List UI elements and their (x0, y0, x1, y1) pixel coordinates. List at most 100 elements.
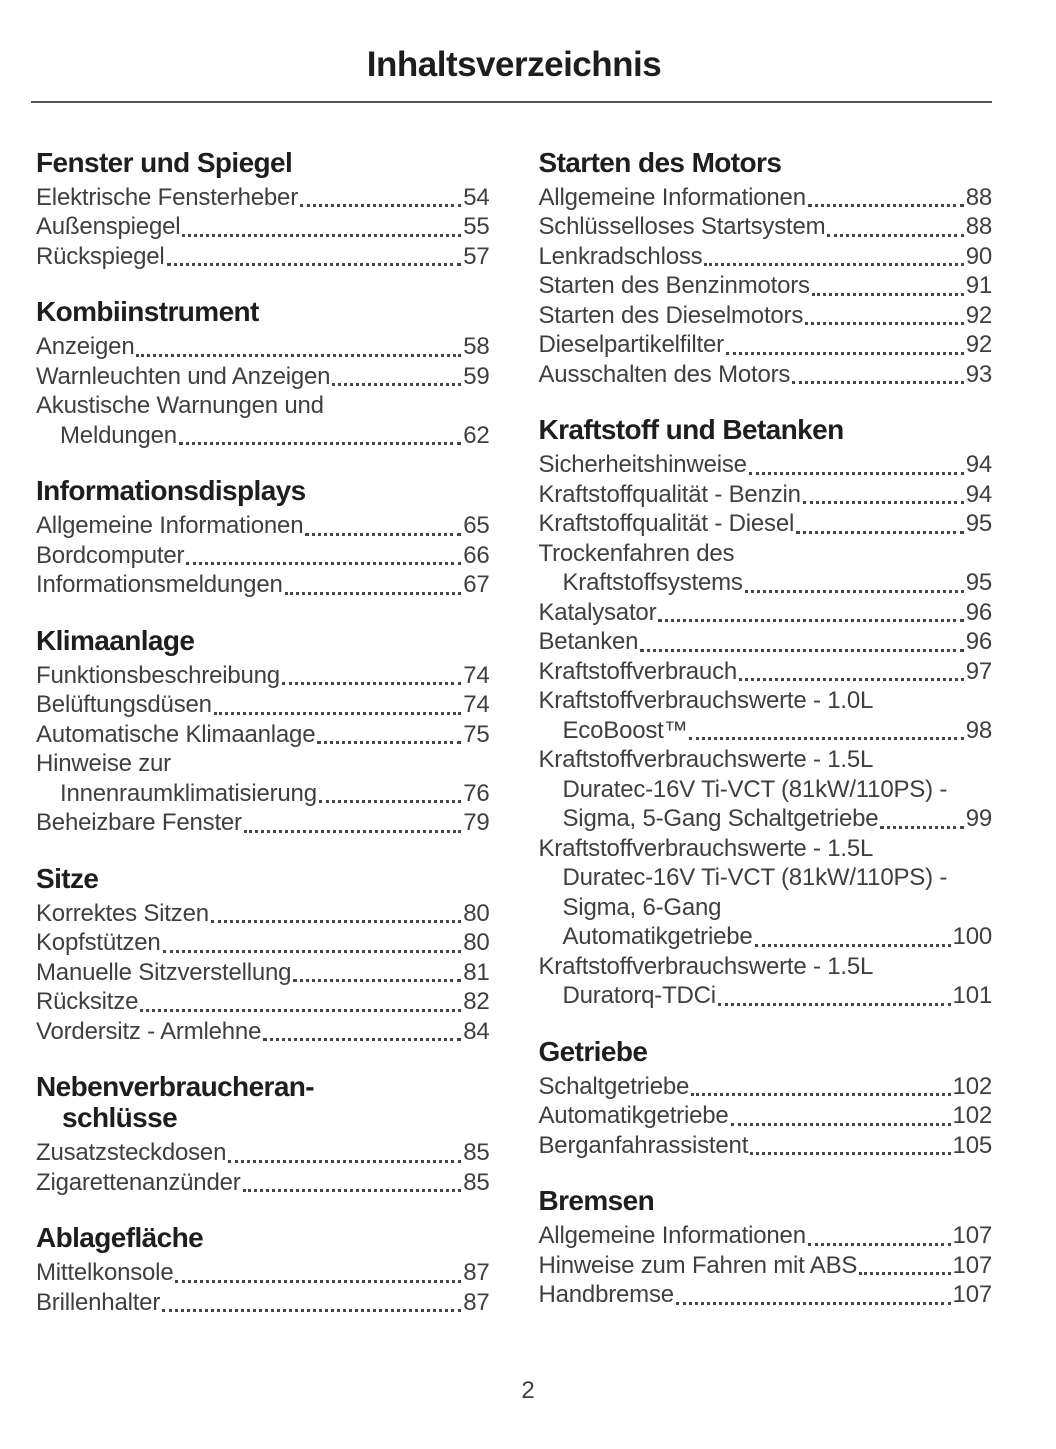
toc-entry-label: Starten des Benzinmotors (538, 272, 811, 299)
toc-entry-last-line: Berganfahrassistent 105 (539, 1131, 993, 1161)
toc-entry-line: Kraftstoffverbrauchswerte - 1.0L (538, 687, 874, 714)
toc-section-heading-line: Klimaanlage (36, 624, 195, 656)
dot-leader (318, 800, 462, 803)
dot-leader (658, 619, 964, 622)
toc-entry: Außenspiegel 55 (36, 212, 490, 242)
toc-entry-last-line: Automatikgetriebe 100 (539, 922, 993, 952)
toc-entry-last-line: Ausschalten des Motors 93 (539, 360, 993, 390)
toc-entry-page: 88 (965, 183, 992, 211)
toc-section-heading: Klimaanlage (36, 625, 490, 656)
toc-section-heading: Ablagefläche (36, 1222, 490, 1253)
toc-entry-label: Brillenhalter (36, 1288, 161, 1316)
toc-entry-last-line: Mittelkonsole 87 (36, 1258, 490, 1288)
toc-entry-last-line: Schlüsselloses Startsystem 88 (539, 212, 993, 242)
toc-entry: Starten des Dieselmotors 92 (539, 301, 993, 331)
toc-entry-page: 107 (952, 1281, 993, 1308)
toc-entry: Allgemeine Informationen 88 (539, 183, 993, 213)
toc-entry-page: 54 (463, 183, 490, 211)
dot-leader (725, 351, 964, 355)
toc-entry-last-line: Warnleuchten und Anzeigen 59 (36, 362, 490, 392)
toc-entry-last-line: Belüftungsdüsen 74 (36, 690, 490, 720)
toc-entry-page: 101 (952, 982, 993, 1009)
toc-entry-page: 59 (463, 362, 490, 390)
toc-entry-label: Hinweise zum Fahren mit ABS (538, 1251, 858, 1279)
toc-entry-line: Kraftstoffverbrauchswerte - 1.5L (538, 952, 874, 980)
toc-entry-label: Berganfahrassistent (538, 1131, 749, 1159)
dot-leader (162, 1309, 462, 1312)
toc-entry-last-line: Brillenhalter 87 (36, 1288, 490, 1318)
toc-entry-page: 94 (965, 451, 992, 478)
toc-entry-last-line: Zusatzsteckdosen 85 (36, 1138, 490, 1168)
dot-leader (284, 591, 462, 595)
toc-entry-page: 85 (463, 1168, 490, 1196)
toc-entry-label: Ausschalten des Motors (538, 360, 791, 388)
toc-entry-last-line: Automatikgetriebe 102 (539, 1101, 993, 1131)
toc-section-heading: Informationsdisplays (36, 475, 490, 506)
toc-column-left: Fenster und Spiegel Elektrische Fensterh… (36, 147, 490, 1343)
dot-leader (730, 1122, 951, 1126)
toc-entry: Katalysator 96 (539, 598, 993, 628)
toc-entry: Funktionsbeschreibung 74 (36, 661, 490, 691)
toc-column-right: Starten des Motors Allgemeine Informatio… (539, 147, 993, 1343)
toc-entry: Beheizbare Fenster 79 (36, 808, 490, 838)
toc-entry: Zigarettenanzünder 85 (36, 1168, 490, 1198)
toc-entry-page: 95 (965, 569, 992, 596)
toc-entry-label: Mittelkonsole (36, 1259, 174, 1286)
toc-section-heading: Fenster und Spiegel (36, 147, 490, 178)
toc-entry-label: Manuelle Sitzverstellung (36, 958, 292, 986)
toc-entry-last-line: Funktionsbeschreibung 74 (36, 661, 490, 691)
toc-entry-last-line: Bordcomputer 66 (36, 541, 490, 571)
toc-entry-label: Vordersitz - Armlehne (36, 1017, 262, 1045)
dot-leader (807, 204, 964, 207)
dot-leader (754, 943, 951, 947)
toc-entry-last-line: Allgemeine Informationen 107 (539, 1221, 993, 1251)
toc-entry-label: Betanken (538, 628, 639, 655)
dot-leader (704, 263, 964, 266)
dot-leader (750, 1152, 951, 1155)
toc-section: Kraftstoff und Betanken Sicherheitshinwe… (539, 414, 993, 1011)
toc-section-heading: Getriebe (539, 1036, 993, 1067)
toc-entry: Schlüsselloses Startsystem 88 (539, 212, 993, 242)
toc-section: Fenster und Spiegel Elektrische Fensterh… (36, 147, 490, 272)
toc-entry-line: Trockenfahren des (538, 539, 735, 567)
toc-entry-label: Außenspiegel (36, 213, 181, 240)
toc-entry: Mittelkonsole 87 (36, 1258, 490, 1288)
dot-leader (744, 589, 964, 593)
toc-entry-last-line: Kraftstoffqualität - Benzin 94 (539, 480, 993, 510)
toc-entry-last-line: Elektrische Fensterheber 54 (36, 183, 490, 213)
toc-entry-page: 84 (463, 1017, 490, 1045)
dot-leader (293, 979, 462, 982)
toc-entry-label: Allgemeine Informationen (538, 183, 807, 211)
toc-entry: Rückspiegel 57 (36, 242, 490, 272)
dot-leader (242, 1189, 462, 1192)
toc-section-heading-line: Sitze (36, 862, 99, 894)
toc-entry-page: 92 (965, 331, 992, 358)
toc-entry-label: Automatische Klimaanlage (36, 720, 316, 748)
dot-leader (792, 381, 964, 384)
toc-entry-line: Duratec-16V Ti-VCT (81kW/110PS) - (562, 864, 948, 891)
toc-entry-label: Rücksitze (36, 988, 139, 1015)
toc-entry-page: 102 (952, 1072, 993, 1100)
toc-entry-label: Starten des Dieselmotors (538, 301, 804, 329)
toc-section: Sitze Korrektes Sitzen 80 Kopfstützen 80… (36, 863, 490, 1047)
toc-section: Ablagefläche Mittelkonsole 87 Brillenhal… (36, 1222, 490, 1317)
dot-leader (175, 1279, 462, 1283)
toc-entry: Bordcomputer 66 (36, 541, 490, 571)
toc-entry: Kraftstoffverbrauchswerte - 1.5L Duratec-… (539, 745, 993, 834)
toc-entry-page: 95 (965, 510, 992, 537)
toc-entry-page: 102 (952, 1102, 993, 1129)
toc-entry: Korrektes Sitzen 80 (36, 899, 490, 929)
toc-entry-label: Kraftstoffqualität - Benzin (538, 480, 802, 508)
toc-section: Informationsdisplays Allgemeine Informat… (36, 475, 490, 600)
toc-entry: Handbremse 107 (539, 1280, 993, 1310)
toc-entry-last-line: Handbremse 107 (539, 1280, 993, 1310)
dot-leader (796, 530, 964, 534)
toc-entry-page: 55 (463, 213, 490, 240)
dot-leader (228, 1159, 462, 1163)
toc-entry-label: Sicherheitshinweise (538, 451, 748, 478)
toc-entry-page: 90 (965, 242, 992, 270)
table-of-contents: Fenster und Spiegel Elektrische Fensterh… (0, 103, 1056, 1343)
toc-section: Starten des Motors Allgemeine Informatio… (539, 147, 993, 390)
toc-entry-page: 76 (463, 779, 490, 807)
toc-entry: Kraftstoffverbrauchswerte - 1.0L EcoBoos… (539, 686, 993, 745)
